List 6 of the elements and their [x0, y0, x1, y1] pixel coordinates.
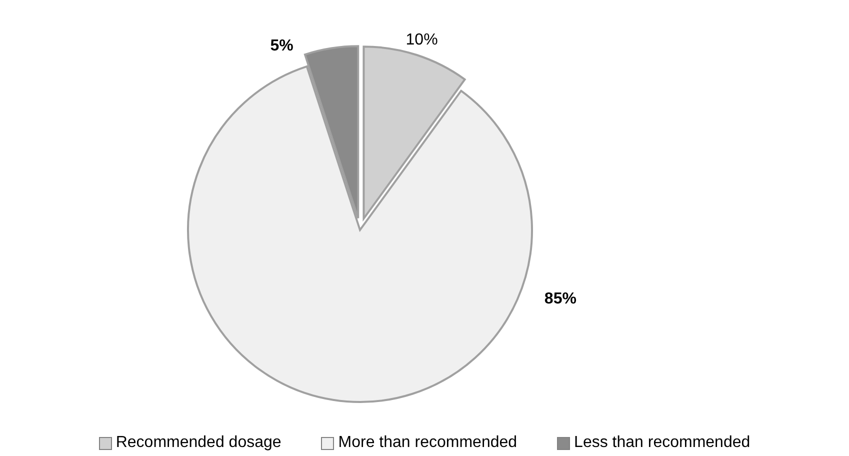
data-label: 10% — [406, 31, 438, 48]
legend-label: Recommended dosage — [116, 434, 282, 452]
legend-label: Less than recommended — [574, 434, 750, 452]
data-label: 5% — [270, 37, 294, 54]
data-label: 85% — [544, 290, 576, 308]
slice-label: More than recommended — [338, 434, 518, 452]
